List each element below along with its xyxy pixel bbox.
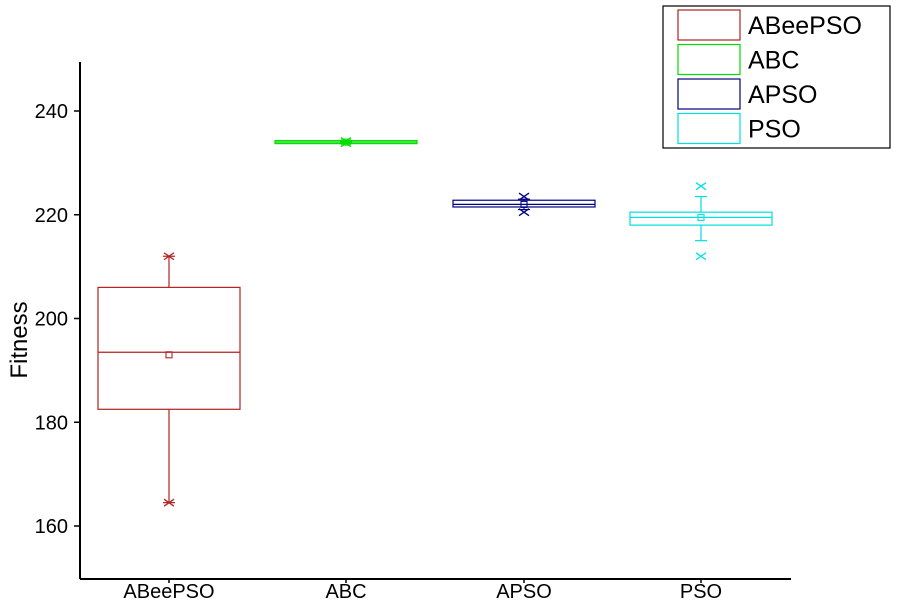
mean-marker-apso <box>520 200 528 208</box>
outlier-apso-1-stroke-b <box>518 192 530 201</box>
plot-area <box>97 137 773 507</box>
box-abc <box>274 137 418 148</box>
box-abeepso <box>97 252 241 507</box>
x-categories: ABeePSO ABC APSO PSO <box>123 579 722 603</box>
outlier-abc-1-stroke-b <box>340 137 352 146</box>
y-tick-label-240: 240 <box>35 101 68 123</box>
y-tick-label-220: 220 <box>35 205 68 227</box>
axes: Fitness <box>6 62 791 580</box>
y-tick-label-200: 200 <box>35 309 68 331</box>
box-apso <box>452 192 596 217</box>
outlier-pso-0-stroke-b <box>695 252 707 261</box>
outlier-abc-0 <box>340 139 352 148</box>
y-axis-title: Fitness <box>6 301 33 378</box>
box-pso <box>629 182 773 261</box>
legend-label-pso: PSO <box>748 116 801 144</box>
legend-swatch-apso <box>677 78 741 110</box>
outlier-pso-1-stroke-b <box>695 182 707 191</box>
legend: ABeePSO ABC APSO PSO <box>662 5 891 149</box>
legend-swatch-abc <box>677 43 741 76</box>
outlier-abeepso-0 <box>163 498 175 507</box>
legend-label-apso: APSO <box>748 81 817 109</box>
box-rect-pso <box>629 211 773 226</box>
y-tick-label-160: 160 <box>35 516 68 538</box>
x-category-label-abeepso: ABeePSO <box>123 581 214 603</box>
outlier-apso-1 <box>518 192 530 201</box>
outlier-abeepso-1-stroke-b <box>163 252 175 261</box>
mean-marker-pso <box>697 213 705 221</box>
legend-label-abeepso: ABeePSO <box>748 12 862 40</box>
mean-marker-abc <box>342 138 350 146</box>
legend-label-abc: ABC <box>748 47 799 75</box>
legend-swatch-abeepso <box>677 9 741 41</box>
y-ticks: 160 180 200 220 240 <box>35 101 80 538</box>
x-category-label-apso: APSO <box>496 581 552 603</box>
y-tick-label-180: 180 <box>35 412 68 434</box>
outlier-abc-1 <box>340 137 352 146</box>
outlier-apso-0-stroke-b <box>518 208 530 217</box>
outlier-abeepso-0-stroke-b <box>163 498 175 507</box>
outlier-abeepso-1 <box>163 252 175 261</box>
x-category-label-pso: PSO <box>680 581 722 603</box>
outlier-abc-0-stroke-b <box>340 139 352 148</box>
outlier-pso-1 <box>695 182 707 191</box>
outlier-pso-0 <box>695 252 707 261</box>
x-category-label-abc: ABC <box>325 581 366 603</box>
outlier-apso-0 <box>518 208 530 217</box>
legend-swatch-pso <box>677 112 741 145</box>
box-rect-abeepso <box>97 286 241 410</box>
mean-marker-abeepso <box>165 351 173 359</box>
